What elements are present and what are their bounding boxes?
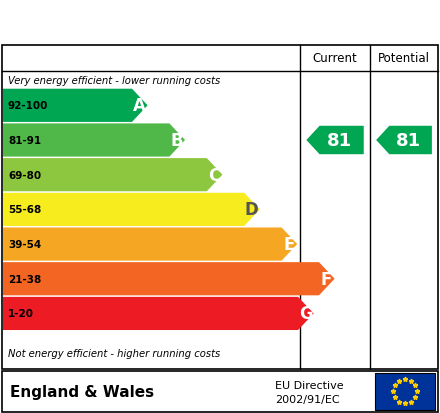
Polygon shape xyxy=(376,126,432,155)
Polygon shape xyxy=(3,228,297,261)
Text: 1-20: 1-20 xyxy=(8,309,34,319)
Text: EU Directive: EU Directive xyxy=(275,380,344,390)
Text: 39-54: 39-54 xyxy=(8,240,41,249)
Text: Current: Current xyxy=(313,52,357,65)
Text: 81-91: 81-91 xyxy=(8,135,41,146)
Text: 81: 81 xyxy=(327,132,352,150)
Text: 55-68: 55-68 xyxy=(8,205,41,215)
Text: E: E xyxy=(283,235,295,254)
Text: 69-80: 69-80 xyxy=(8,170,41,180)
Text: A: A xyxy=(133,97,146,115)
Text: C: C xyxy=(208,166,220,184)
Text: D: D xyxy=(245,201,259,219)
Text: Not energy efficient - higher running costs: Not energy efficient - higher running co… xyxy=(8,348,220,358)
Polygon shape xyxy=(3,159,222,192)
Text: 92-100: 92-100 xyxy=(8,101,48,111)
Text: G: G xyxy=(299,305,312,323)
Polygon shape xyxy=(306,126,364,155)
Text: 2002/91/EC: 2002/91/EC xyxy=(275,394,340,404)
Text: Energy Efficiency Rating: Energy Efficiency Rating xyxy=(11,12,299,32)
Text: 21-38: 21-38 xyxy=(8,274,41,284)
Text: B: B xyxy=(171,132,183,150)
Polygon shape xyxy=(3,193,260,226)
Polygon shape xyxy=(3,263,334,296)
Polygon shape xyxy=(3,90,147,123)
Text: F: F xyxy=(321,270,332,288)
Text: Very energy efficient - lower running costs: Very energy efficient - lower running co… xyxy=(8,76,220,85)
Bar xyxy=(375,373,435,410)
Text: 81: 81 xyxy=(396,132,421,150)
Polygon shape xyxy=(3,124,185,157)
Polygon shape xyxy=(3,297,314,330)
Text: England & Wales: England & Wales xyxy=(10,385,154,399)
Text: Potential: Potential xyxy=(378,52,430,65)
